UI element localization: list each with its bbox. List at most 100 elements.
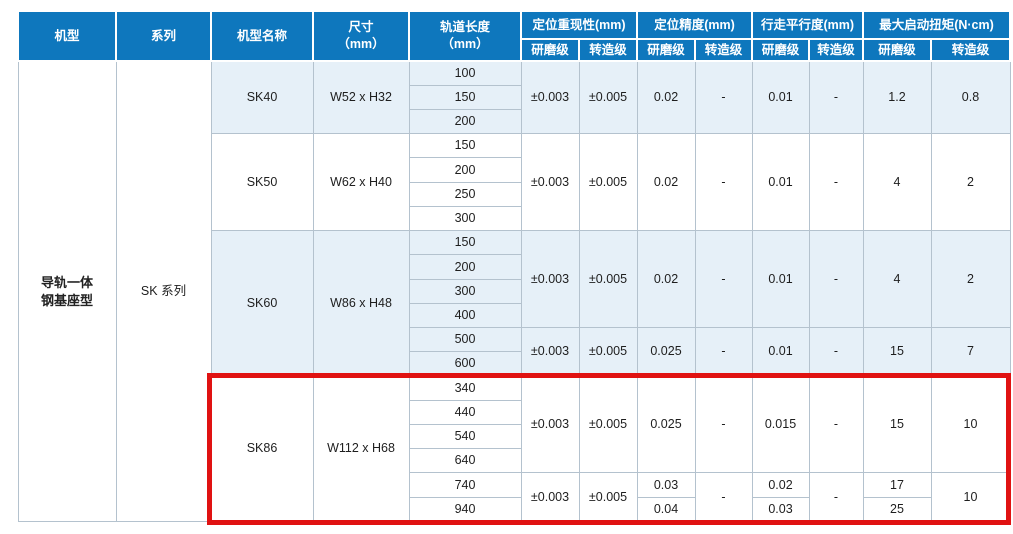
model-name-cell: SK50 [210,133,314,232]
rail-length-cell: 150 [408,133,522,159]
rail-length-cell: 340 [408,375,522,401]
sub-header: 研磨级 [751,38,810,62]
model-type-cell: 导轨一体 钢基座型 [17,60,117,522]
rail-length-cell: 740 [408,472,522,498]
spec-value-cell: ±0.005 [578,375,638,474]
table-row: 导轨一体 钢基座型 SK 系列 SK40 W52 x H32 100 ±0.003 ±0.0… [17,60,1011,522]
table-row: SK50 W62 x H40 150 ±0.003 ±0.005 0.02-0.01-4 2 [18,133,1011,232]
spec-value-cell: 0.03 [636,472,696,498]
header-row-2: 研磨级 转造级 研磨级 转造级 研磨级 转造级 研磨级 转造级 [18,38,1011,62]
table-row: 150 [18,84,1010,110]
spec-value-cell: 2 [930,133,1011,232]
spec-value-cell: ±0.003 [520,60,580,135]
sub-header: 转造级 [930,38,1011,62]
rail-length-cell: 640 [408,448,522,474]
spec-value-cell: ±0.003 [520,230,580,329]
rail-length-cell: 400 [408,302,522,329]
spec-value-cell: - [808,327,864,377]
spec-value-cell: 0.03 [751,496,810,523]
table-row: SK60 W86 x H48 150 ±0.003 ±0.005 0.02-0.01-4 2 [18,230,1011,377]
spec-value-cell: - [694,230,753,329]
table-row: 600 [18,351,1010,377]
column-header: 尺寸 （mm） [312,10,410,62]
rail-length-cell: 150 [408,230,522,256]
spec-value-cell: 10 [930,375,1011,474]
rail-length-cell: 540 [408,424,522,450]
rail-length-cell: 150 [408,84,522,110]
model-name-cell: SK60 [210,230,314,377]
series-cell: SK 系列 [115,60,212,522]
sub-header: 研磨级 [520,38,580,62]
spec-value-cell: ±0.005 [578,327,638,377]
spec-value-cell: 0.01 [751,60,810,135]
spec-value-cell: 0.02 [636,230,696,329]
rail-length-cell: 200 [408,254,522,280]
spec-value-cell: - [694,472,753,522]
table-body: 导轨一体 钢基座型 SK 系列 SK40 W52 x H32 100 ±0.003 ±0.0… [17,60,1011,523]
spec-value-cell: - [694,60,753,135]
spec-value-cell: - [808,230,864,329]
spec-value-cell: 0.01 [751,327,810,377]
table-row: 200 [18,108,1010,135]
rail-length-cell: 440 [408,399,522,426]
sub-header: 转造级 [694,38,753,62]
spec-value-cell: - [694,375,753,474]
spec-value-cell: 0.02 [636,133,696,232]
rail-length-cell: 300 [408,205,522,232]
rail-length-cell: 250 [408,181,522,207]
spec-value-cell: 10 [930,472,1011,522]
group-header: 定位精度(mm) [636,10,753,40]
spec-value-cell: 0.025 [636,327,696,377]
group-header: 定位重现性(mm) [520,10,638,40]
table-row: 500 ±0.003 ±0.005 0.025-0.01-15 7 [18,327,1011,377]
spec-value-cell: 15 [862,327,932,377]
spec-value-cell: 25 [862,496,932,523]
spec-value-cell: 0.02 [751,472,810,498]
size-cell: W112 x H68 [312,375,410,523]
spec-value-cell: ±0.003 [520,472,580,522]
spec-value-cell: 7 [930,327,1011,377]
column-header: 机型 [17,10,117,62]
spec-value-cell: 0.04 [636,496,696,523]
rail-length-cell: 100 [408,60,522,86]
rail-length-cell: 300 [408,278,522,304]
spec-table-container: 机型 系列 机型名称 尺寸 （mm） 轨道长度 （mm） 定位重现性(mm) 定位精度(mm… [17,10,1011,525]
spec-value-cell: - [808,60,864,135]
spec-value-cell: 4 [862,230,932,329]
group-header: 行走平行度(mm) [751,10,864,40]
table-row: 400 [18,302,1010,329]
spec-value-cell: ±0.003 [520,375,580,474]
size-cell: W86 x H48 [312,230,410,377]
spec-table: 机型 系列 机型名称 尺寸 （mm） 轨道长度 （mm） 定位重现性(mm) 定位精度(mm… [17,10,1011,523]
table-header: 机型 系列 机型名称 尺寸 （mm） 轨道长度 （mm） 定位重现性(mm) 定位精度(mm… [17,10,1011,62]
spec-value-cell: - [808,133,864,232]
rail-length-cell: 500 [408,327,522,353]
column-header: 轨道长度 （mm） [408,10,522,62]
table-row: 250 [18,181,1010,207]
rail-length-cell: 600 [408,351,522,377]
spec-value-cell: 0.8 [930,60,1011,135]
size-cell: W52 x H32 [312,60,410,135]
header-row-1: 机型 系列 机型名称 尺寸 （mm） 轨道长度 （mm） 定位重现性(mm) 定位精度(mm… [17,10,1011,62]
sub-header: 研磨级 [862,38,932,62]
spec-value-cell: ±0.005 [578,60,638,135]
sub-header: 转造级 [578,38,638,62]
spec-value-cell: 4 [862,133,932,232]
rail-length-cell: 940 [408,496,522,523]
spec-value-cell: 0.02 [636,60,696,135]
spec-value-cell: ±0.003 [520,327,580,377]
rail-length-cell: 200 [408,157,522,183]
spec-value-cell: 2 [930,230,1011,329]
spec-value-cell: 1.2 [862,60,932,135]
spec-value-cell: - [808,375,864,474]
spec-value-cell: ±0.003 [520,133,580,232]
column-header: 机型名称 [210,10,314,62]
column-header: 系列 [115,10,212,62]
spec-value-cell: 0.015 [751,375,810,474]
rail-length-cell: 200 [408,108,522,135]
size-cell: W62 x H40 [312,133,410,232]
spec-value-cell: 0.01 [751,230,810,329]
spec-value-cell: ±0.005 [578,230,638,329]
spec-value-cell: 15 [862,375,932,474]
sub-header: 转造级 [808,38,864,62]
